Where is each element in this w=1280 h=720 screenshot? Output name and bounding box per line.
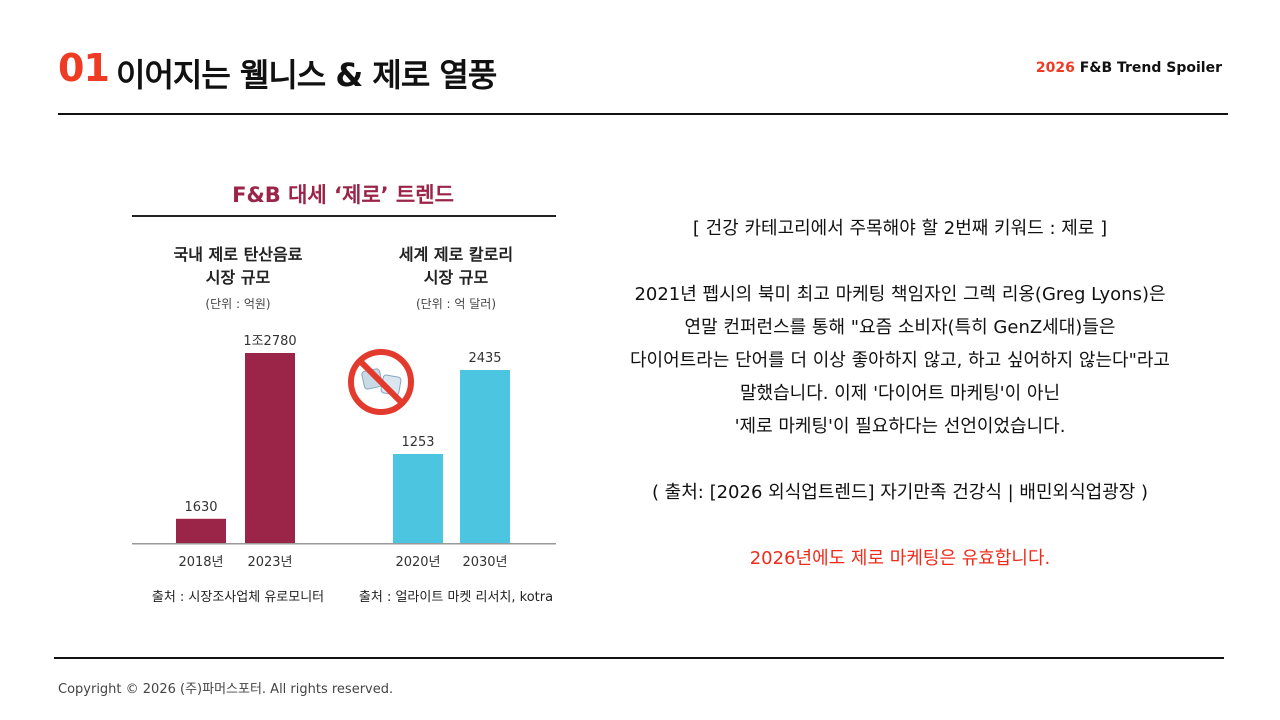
x-tick-label: 2018년 [178,555,223,570]
panel-title: 시장 규모 [424,268,489,287]
brand-name: F&B Trend Spoiler [1079,60,1222,76]
panel-title: 국내 제로 탄산음료 [174,245,303,264]
brand-year: 2026 [1035,60,1075,76]
bar-value-label: 1조2780 [243,334,296,349]
bar [393,453,443,543]
section-title: 이어지는 웰니스 & 제로 열풍 [116,56,497,94]
footer-divider [54,657,1224,659]
panel-unit: (단위 : 억원) [205,297,270,311]
chart-title-rule [132,215,556,217]
copyright-text: Copyright © 2026 (주)파머스포터. All rights re… [58,682,394,697]
bar [460,370,510,543]
body-line: 연말 컨퍼런스를 통해 "요즘 소비자(특히 GenZ세대)들은 [684,317,1116,338]
panel-title: 시장 규모 [206,268,271,287]
x-tick-label: 2030년 [462,555,507,570]
text-panel: [ 건강 카테고리에서 주목해야 할 2번째 키워드 : 제로 ] 2021년 … [590,212,1210,575]
panel-title: 세계 제로 칼로리 [399,245,513,264]
body-line: 말했습니다. 이제 '다이어트 마케팅'이 아닌 [739,383,1061,404]
chart-source: 출처 : 얼라이트 마켓 리서치, kotra [359,590,553,605]
x-tick-label: 2023년 [247,555,292,570]
keyword-heading: [ 건강 카테고리에서 주목해야 할 2번째 키워드 : 제로 ] [692,218,1108,239]
body-line: 다이어트라는 단어를 더 이상 좋아하지 않고, 하고 싶어하지 않는다"라고 [629,350,1170,371]
bar-value-label: 1253 [401,435,434,450]
body-line: '제로 마케팅'이 필요하다는 선언이었습니다. [734,416,1066,437]
brand-label: 2026 F&B Trend Spoiler [1036,60,1222,76]
panel-unit: (단위 : 억 달러) [416,297,496,311]
conclusion-text: 2026년에도 제로 마케팅은 유효합니다. [749,548,1051,569]
bar [245,353,295,543]
prohibit-slash [357,358,405,406]
x-axis-line [132,543,556,545]
chart-title: F&B 대세 ‘제로’ 트렌드 [232,183,454,207]
x-tick-label: 2020년 [395,555,440,570]
bar [176,518,226,543]
body-line: 2021년 펩시의 북미 최고 마케팅 책임자인 그렉 리옹(Greg Lyon… [634,284,1166,305]
header-divider [58,113,1228,115]
bar-value-label: 2435 [468,351,501,366]
source-citation: ( 출처: [2026 외식업트렌드] 자기만족 건강식 | 배민외식업광장 ) [651,482,1149,503]
chart-source: 출처 : 시장조사업체 유로모니터 [152,590,324,605]
section-number: 01 [58,46,110,90]
slide-header: 01 이어지는 웰니스 & 제로 열풍 2026 F&B Trend Spoil… [58,44,1228,94]
bar-value-label: 1630 [184,500,217,515]
